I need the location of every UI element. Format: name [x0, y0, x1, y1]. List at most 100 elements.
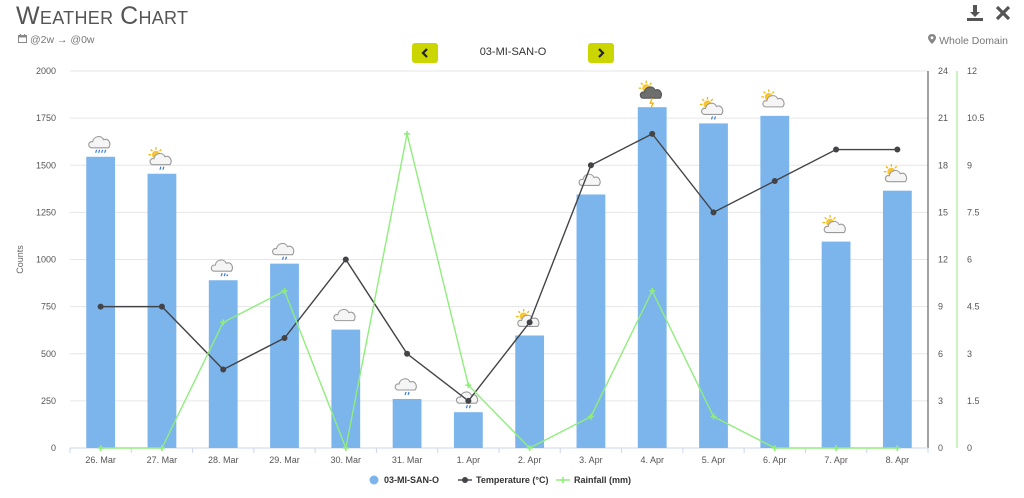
rainfall-point: [833, 445, 840, 451]
sun-cloud-icon: [761, 89, 785, 108]
sun-cloud-rain-icon: [148, 147, 172, 170]
domain-selector[interactable]: Whole Domain: [928, 34, 1008, 47]
chevron-right-icon: [598, 48, 605, 58]
legend: 03-MI-SAN-O Temperature (°C) Rainfall (mm): [369, 475, 631, 485]
x-tick-label: 5. Apr: [702, 455, 726, 465]
sun-cloud-icon: [822, 215, 846, 234]
y3-tick-label: 4.5: [967, 302, 980, 312]
bar: [576, 194, 606, 448]
bar: [86, 156, 116, 448]
y2-tick-label: 21: [938, 113, 948, 123]
y-tick-label: 1000: [36, 255, 56, 265]
temperature-point: [710, 209, 717, 216]
temperature-line: [100, 132, 898, 402]
x-tick-label: 6. Apr: [763, 455, 787, 465]
sun-cloud-rain-icon: [700, 96, 724, 120]
y2-tick-label: 15: [938, 207, 948, 217]
bar: [760, 115, 790, 448]
title-letter-2: C: [120, 2, 139, 30]
rainfall-point: [894, 445, 901, 451]
download-icon[interactable]: [966, 4, 984, 22]
legend-bar-label: 03-MI-SAN-O: [384, 475, 439, 485]
y-tick-label: 250: [41, 396, 56, 406]
legend-rainfall-marker: [560, 477, 566, 483]
toolbar: [966, 4, 1012, 22]
x-tick-label: 27. Mar: [147, 455, 178, 465]
cloud-rain-icon: [272, 242, 295, 260]
y3-tick-label: 0: [967, 443, 972, 453]
temperature-point: [649, 130, 656, 137]
y3-tick-label: 3: [967, 349, 972, 359]
sun-cloud-icon: [883, 164, 908, 183]
x-tick-label: 29. Mar: [269, 455, 300, 465]
y3-tick-label: 6: [967, 255, 972, 265]
rainfall-point: [342, 445, 349, 451]
y2-tick-label: 3: [938, 396, 943, 406]
y3-tick-label: 1.5: [967, 396, 980, 406]
date-range: @2w → @0w: [18, 34, 95, 46]
rainfall-point: [281, 287, 288, 294]
calendar-icon: [18, 34, 27, 46]
y-tick-label: 0: [51, 443, 56, 453]
sun-thunderstorm-icon: [638, 80, 662, 108]
rainfall-point: [97, 445, 104, 451]
bar: [637, 107, 667, 448]
x-tick-label: 2. Apr: [518, 455, 542, 465]
cloud-sleet-icon: [210, 259, 233, 277]
x-tick-label: 26. Mar: [85, 455, 116, 465]
bar: [270, 263, 299, 448]
y-tick-label: 750: [41, 302, 56, 312]
cloud-icon: [578, 173, 601, 187]
rainfall-point: [526, 445, 533, 451]
title-rest-1: EATHER: [39, 8, 114, 28]
x-tick-label: 3. Apr: [579, 455, 603, 465]
y2-tick-label: 9: [938, 302, 943, 312]
y-tick-label: 1250: [36, 207, 56, 217]
y3-tick-label: 12: [967, 66, 977, 76]
temperature-point: [281, 335, 288, 342]
y-tick-label: 2000: [36, 66, 56, 76]
temperature-point: [894, 146, 901, 153]
temperature-point: [526, 319, 533, 326]
next-station-button[interactable]: [588, 43, 614, 63]
y-axis-title: Counts: [15, 245, 25, 274]
y3-tick-label: 10.5: [967, 113, 985, 123]
temperature-point: [220, 366, 227, 373]
page-title: WEATHER CHART: [16, 2, 188, 31]
x-tick-label: 1. Apr: [457, 455, 481, 465]
cloud-heavy-rain-icon: [88, 136, 111, 153]
cloud-icon: [333, 308, 356, 322]
y-tick-label: 1500: [36, 160, 56, 170]
x-tick-label: 31. Mar: [392, 455, 423, 465]
temperature-point: [342, 256, 349, 263]
rainfall-point: [710, 413, 717, 420]
legend-rainfall-label: Rainfall (mm): [574, 475, 631, 485]
y2-tick-label: 24: [938, 66, 948, 76]
prev-station-button[interactable]: [412, 43, 438, 63]
station-name: 03-MI-SAN-O: [479, 46, 547, 58]
y2-tick-label: 0: [938, 443, 943, 453]
date-range-text: @2w → @0w: [30, 34, 95, 46]
rainfall-point: [587, 413, 594, 420]
temperature-point: [465, 397, 472, 404]
rainfall-point: [465, 382, 472, 389]
rainfall-point: [771, 445, 778, 451]
temperature-point: [587, 162, 594, 169]
bar: [392, 398, 422, 448]
close-icon[interactable]: [994, 4, 1012, 22]
temperature-point: [404, 350, 411, 357]
rainfall-point: [649, 287, 656, 294]
y-tick-label: 1750: [36, 113, 56, 123]
temperature-point: [771, 177, 778, 184]
temperature-point: [158, 303, 165, 310]
bar: [821, 241, 851, 448]
bar: [699, 123, 728, 448]
title-letter-1: W: [16, 2, 40, 30]
x-tick-label: 30. Mar: [331, 455, 362, 465]
rainfall-line: [100, 133, 898, 451]
bar: [515, 335, 545, 448]
bar: [882, 190, 912, 448]
y-tick-label: 500: [41, 349, 56, 359]
temperature-point: [833, 146, 840, 153]
